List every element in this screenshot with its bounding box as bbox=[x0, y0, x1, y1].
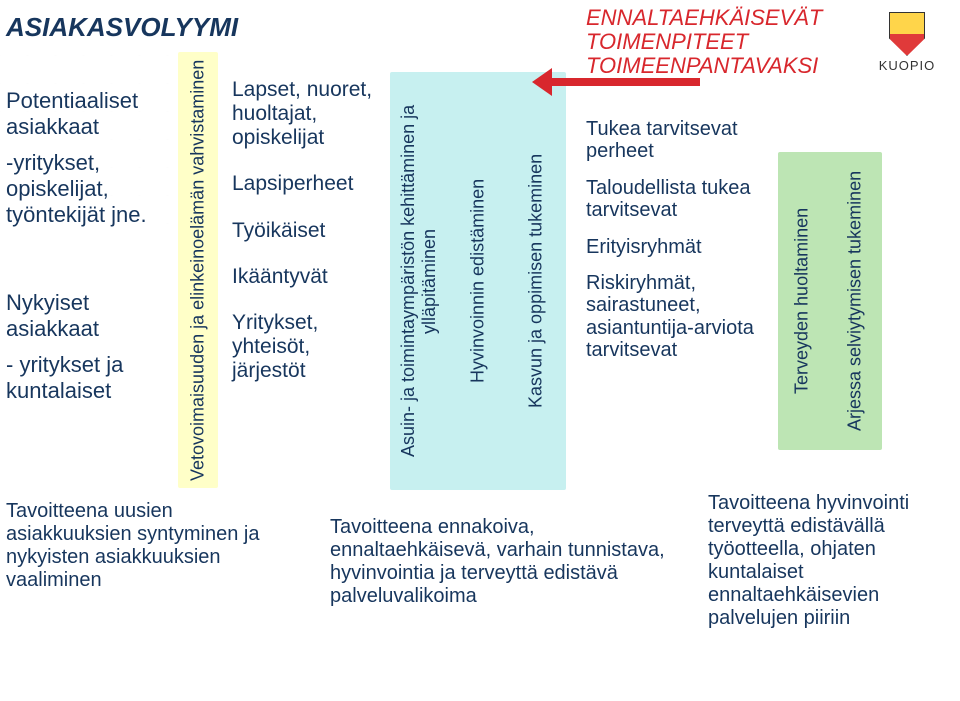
kuopio-logo: KUOPIO bbox=[872, 12, 942, 73]
segments: Lapset, nuoret, huoltajat, opiskelijat L… bbox=[232, 78, 382, 383]
potential-customers-label: Potentiaaliset asiakkaat bbox=[6, 88, 166, 140]
cyan-col-1: Asuin- ja toimintaympäristön kehittämine… bbox=[392, 72, 446, 490]
r1: Tukea tarvitsevat perheet bbox=[586, 118, 766, 163]
r4: Riskiryhmät, sairastuneet, asiantuntija-… bbox=[586, 272, 766, 362]
red-heading: ENNALTAEHKÄISEVÄT TOIMENPITEET TOIMEENPA… bbox=[586, 6, 866, 79]
col-vetovoima-label: Vetovoimaisuuden ja elinkeinoelämän vahv… bbox=[178, 52, 218, 488]
logo-text: KUOPIO bbox=[872, 58, 942, 73]
seg-4: Ikääntyvät bbox=[232, 265, 382, 289]
seg-3: Työikäiset bbox=[232, 219, 382, 243]
potential-customers-sub: -yritykset, opiskelijat, työntekijät jne… bbox=[6, 150, 166, 228]
current-customers-label: Nykyiset asiakkaat bbox=[6, 290, 166, 342]
current-customers-sub: - yritykset ja kuntalaiset bbox=[6, 352, 166, 404]
right-goal: Tavoitteena hyvinvointi terveyttä edistä… bbox=[708, 492, 944, 630]
right-list: Tukea tarvitsevat perheet Taloudellista … bbox=[586, 118, 766, 362]
green-col-1: Terveyden huoltaminen bbox=[778, 152, 826, 450]
seg-2: Lapsiperheet bbox=[232, 172, 382, 196]
cyan-col-2: Hyvinvoinnin edistäminen bbox=[454, 72, 502, 490]
slide: KUOPIO ASIAKASVOLYYMI Potentiaaliset asi… bbox=[0, 0, 960, 701]
cyan-col-3: Kasvun ja oppimisen tukeminen bbox=[510, 72, 562, 490]
seg-5: Yritykset, yhteisöt, järjestöt bbox=[232, 311, 382, 383]
r2: Taloudellista tukea tarvitsevat bbox=[586, 177, 766, 222]
cyan-goal: Tavoitteena ennakoiva, ennaltaehkäisevä,… bbox=[330, 516, 682, 608]
red-arrow bbox=[548, 78, 700, 86]
shield-icon bbox=[889, 12, 925, 56]
seg-1: Lapset, nuoret, huoltajat, opiskelijat bbox=[232, 78, 382, 150]
green-col-2: Arjessa selviytymisen tukeminen bbox=[830, 152, 880, 450]
left-goal: Tavoitteena uusien asiakkuuksien syntymi… bbox=[6, 500, 290, 592]
page-title: ASIAKASVOLYYMI bbox=[6, 12, 238, 43]
r3: Erityisryhmät bbox=[586, 236, 766, 258]
